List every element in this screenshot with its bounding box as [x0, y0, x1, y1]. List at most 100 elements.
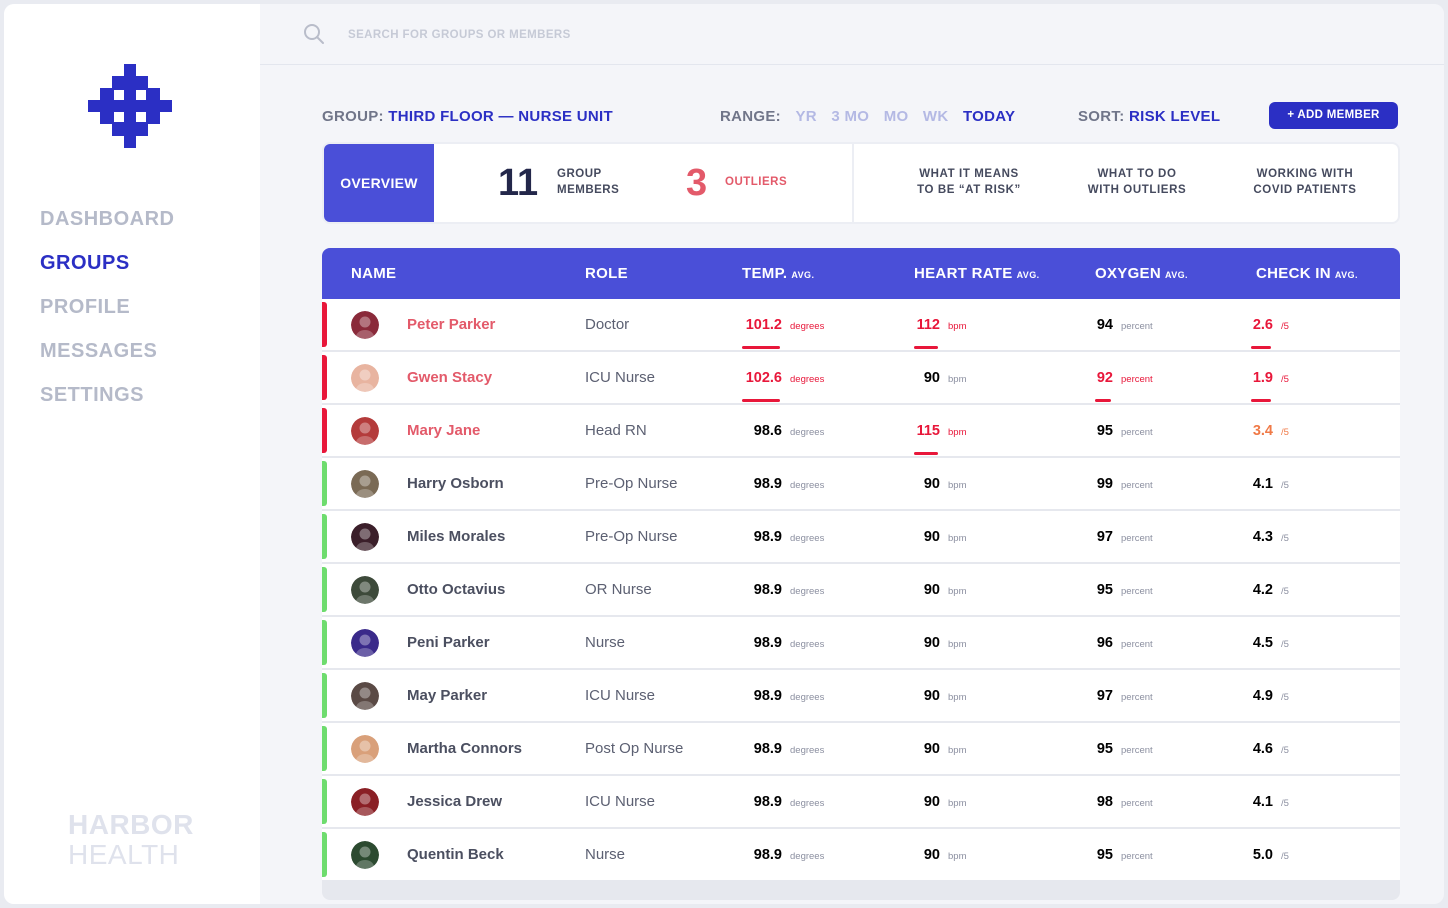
sidebar-item-dashboard[interactable]: DASHBOARD	[40, 208, 175, 230]
table-row[interactable]: Gwen Stacy ICU Nurse 102.6 degrees 90 bpm 92 pe…	[322, 352, 1400, 403]
range-option-3mo[interactable]: 3 MO	[831, 108, 870, 125]
sort-selector[interactable]: SORT: RISK LEVEL	[1078, 108, 1220, 132]
column-header-heart-rate[interactable]: HEART RATE AVG.	[914, 265, 1040, 282]
member-name[interactable]: Otto Octavius	[407, 581, 506, 598]
table-row[interactable]: Peni Parker Nurse 98.9 degrees 90 bpm 96 percen…	[322, 617, 1400, 668]
check-in-cell: 4.2/5	[1251, 581, 1289, 599]
table-row[interactable]: Otto Octavius OR Nurse 98.9 degrees 90 bpm 95 p…	[322, 564, 1400, 615]
range-label: RANGE:	[720, 108, 781, 125]
member-name[interactable]: Jessica Drew	[407, 793, 503, 810]
sidebar-item-settings[interactable]: SETTINGS	[40, 384, 145, 406]
avatar[interactable]	[351, 311, 379, 339]
check-in-unit: /5	[1281, 374, 1289, 385]
range-option-mo[interactable]: MO	[883, 108, 909, 125]
table-row[interactable]: Quentin Beck Nurse 98.9 degrees 90 bpm 95 perce…	[322, 829, 1400, 880]
member-name[interactable]: Mary Jane	[407, 422, 481, 439]
column-header-check-in[interactable]: CHECK IN AVG.	[1256, 265, 1358, 282]
range-option-wk[interactable]: WK	[922, 108, 949, 125]
link-at-risk-info[interactable]: WHAT IT MEANS TO BE “AT RISK”	[894, 166, 1044, 198]
sidebar-item-groups[interactable]: GROUPS	[40, 252, 130, 274]
member-name[interactable]: Quentin Beck	[407, 846, 504, 863]
oxygen-value: 94	[1096, 317, 1113, 333]
member-name[interactable]: Martha Connors	[407, 740, 523, 757]
tab-overview[interactable]: OVERVIEW	[324, 144, 434, 222]
table-row[interactable]: Mary Jane Head RN 98.6 degrees 115 bpm 95 perce…	[322, 405, 1400, 456]
range-selector: RANGE: YR 3 MO MO WK TODAY	[720, 108, 1015, 132]
members-label: GROUP MEMBERS	[557, 166, 619, 198]
sort-label: SORT:	[1078, 108, 1125, 125]
avatar[interactable]	[351, 735, 379, 763]
oxygen-value: 95	[1096, 582, 1113, 598]
member-name[interactable]: Gwen Stacy	[407, 369, 493, 386]
add-member-button[interactable]: + ADD MEMBER	[1269, 102, 1398, 129]
table-row[interactable]: Miles Morales Pre-Op Nurse 98.9 degrees 90 bp…	[322, 511, 1400, 562]
link-covid-info[interactable]: WORKING WITH COVID PATIENTS	[1230, 166, 1380, 198]
harbor-logo-icon[interactable]	[88, 64, 172, 148]
search-input[interactable]	[348, 24, 848, 46]
check-in-unit: /5	[1281, 427, 1289, 438]
group-value[interactable]: THIRD FLOOR — NURSE UNIT	[388, 108, 613, 125]
heart-rate-cell: 90 bpm	[914, 581, 967, 599]
range-option-yr[interactable]: YR	[795, 108, 817, 125]
range-option-today[interactable]: TODAY	[962, 108, 1016, 125]
heart-rate-cell: 90 bpm	[914, 687, 967, 705]
column-header-temp[interactable]: TEMP. AVG.	[742, 265, 814, 282]
table-row[interactable]: Jessica Drew ICU Nurse 98.9 degrees 90 bpm 98 p…	[322, 776, 1400, 827]
avatar[interactable]	[351, 523, 379, 551]
sidebar-item-messages[interactable]: MESSAGES	[40, 340, 158, 362]
check-in-unit: /5	[1281, 639, 1289, 650]
search-icon[interactable]	[302, 22, 326, 46]
check-in-value: 4.1	[1252, 794, 1273, 810]
column-header-name[interactable]: NAME	[351, 265, 396, 282]
group-selector[interactable]: GROUP: THIRD FLOOR — NURSE UNIT	[322, 108, 613, 132]
column-header-role[interactable]: ROLE	[585, 265, 628, 282]
avatar[interactable]	[351, 576, 379, 604]
sidebar-item-profile[interactable]: PROFILE	[40, 296, 131, 318]
member-name[interactable]: May Parker	[407, 687, 488, 704]
alert-underline	[1095, 399, 1111, 402]
avatar[interactable]	[351, 841, 379, 869]
top-bar	[260, 4, 1444, 65]
sidebar: DASHBOARD GROUPS PROFILE MESSAGES SETTIN…	[4, 4, 260, 904]
heart-rate-cell: 90 bpm	[914, 528, 967, 546]
check-in-value: 4.9	[1252, 688, 1273, 704]
member-name[interactable]: Peter Parker	[407, 316, 496, 333]
table-row[interactable]: Martha Connors Post Op Nurse 98.9 degrees 90…	[322, 723, 1400, 774]
avatar[interactable]	[351, 682, 379, 710]
sort-value[interactable]: RISK LEVEL	[1128, 108, 1221, 125]
check-in-unit: /5	[1281, 480, 1289, 491]
table-row[interactable]: May Parker ICU Nurse 98.9 degrees 90 bpm 97 per…	[322, 670, 1400, 721]
oxygen-unit: percent	[1121, 745, 1153, 756]
table-row[interactable]: Peter Parker Doctor 101.2 degrees 112 bpm 94 pe…	[322, 299, 1400, 350]
table-row[interactable]: Harry Osborn Pre-Op Nurse 98.9 degrees 90 bpm…	[322, 458, 1400, 509]
member-name[interactable]: Peni Parker	[407, 634, 490, 651]
avatar[interactable]	[351, 364, 379, 392]
link-at-risk-line2: TO BE “AT RISK”	[917, 184, 1021, 196]
temp-cell: 98.6 degrees	[742, 422, 825, 440]
temp-value: 98.9	[753, 847, 782, 863]
oxygen-cell: 94 percent	[1095, 316, 1153, 334]
oxygen-value: 95	[1096, 423, 1113, 439]
column-header-oxygen[interactable]: OXYGEN AVG.	[1095, 265, 1188, 282]
temp-value: 98.9	[753, 688, 782, 704]
check-in-value: 4.3	[1252, 529, 1273, 545]
avatar[interactable]	[351, 629, 379, 657]
alert-underline	[742, 399, 780, 402]
member-name[interactable]: Miles Morales	[407, 528, 506, 545]
avatar[interactable]	[351, 417, 379, 445]
check-in-cell: 5.0/5	[1251, 846, 1289, 864]
table-header: NAME ROLE TEMP. AVG. HEART RATE AVG. OXYGE…	[322, 248, 1400, 299]
link-covid-line2: COVID PATIENTS	[1253, 184, 1357, 196]
risk-indicator	[322, 779, 327, 824]
risk-indicator	[322, 726, 327, 771]
check-in-cell: 3.4/5	[1251, 422, 1289, 440]
heart-rate-value: 90	[923, 476, 940, 492]
check-in-cell: 4.1/5	[1251, 793, 1289, 811]
member-name[interactable]: Harry Osborn	[407, 475, 504, 492]
member-role: Nurse	[585, 846, 626, 863]
avatar[interactable]	[351, 788, 379, 816]
link-outliers-info[interactable]: WHAT TO DO WITH OUTLIERS	[1062, 166, 1212, 198]
temp-cell: 98.9 degrees	[742, 475, 825, 493]
avatar[interactable]	[351, 470, 379, 498]
member-role: Nurse	[585, 634, 626, 651]
